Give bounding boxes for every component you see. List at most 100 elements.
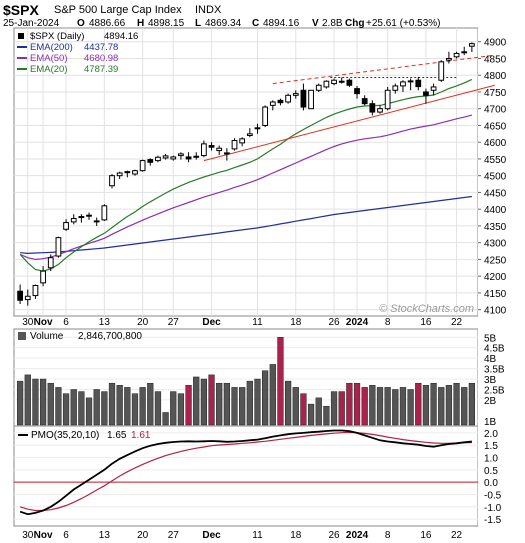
candle-body-up (323, 80, 330, 88)
high-label: H (137, 18, 144, 29)
volume-bar (346, 382, 353, 426)
candle (124, 170, 131, 178)
candle-body-up (331, 79, 337, 85)
volume-bar (323, 405, 330, 426)
candle (216, 145, 223, 155)
volume-bar (231, 387, 238, 426)
candle-body-up (216, 147, 223, 152)
volume-tick-label: 4B (484, 354, 497, 365)
open-value: 4886.66 (89, 18, 126, 29)
open-label: O (77, 18, 85, 29)
candle (47, 254, 54, 272)
candle-body-up (55, 237, 62, 257)
x-tick-label: 30 (22, 530, 34, 541)
candle (369, 100, 376, 116)
x-tick-label: Dec (202, 317, 221, 328)
candle (132, 169, 138, 176)
candle-body-up (377, 108, 383, 113)
pmo-tick-label: 1.5 (484, 441, 498, 452)
price-tick-label: 4150 (484, 289, 507, 300)
candle-body-up (139, 160, 146, 172)
volume-tick-label: 2.5B (484, 385, 505, 396)
candle (193, 152, 200, 160)
candle (292, 90, 299, 99)
candle-body-up (116, 172, 123, 177)
price-tick-label: 4350 (484, 222, 507, 233)
candle-body-up (269, 101, 276, 106)
volume-bar (116, 385, 123, 426)
volume-bar (415, 382, 422, 426)
candle-body-up (32, 285, 39, 297)
pmo-lines (19, 429, 472, 516)
price-gridlines (14, 28, 478, 316)
candle (178, 152, 184, 160)
volume-bar (430, 382, 437, 426)
volume-bar (407, 389, 414, 426)
x-tick-label: 6 (63, 317, 69, 328)
candle-body-up (162, 155, 169, 159)
candle (415, 76, 422, 91)
candle-body-down (277, 99, 284, 104)
volume-bar (223, 382, 230, 426)
volume-bar (208, 374, 215, 426)
volume-tick-label: 2B (484, 396, 497, 407)
pmo-legend-value: 1.65 (107, 430, 127, 441)
volume-bar (154, 391, 162, 426)
volume-bar (139, 387, 146, 426)
candle-body-up (400, 81, 406, 87)
symbol-title: $SPX (3, 2, 39, 18)
volume-tick-label: 4.5B (484, 344, 505, 355)
index-name: S&P 500 Large Cap Index (54, 4, 182, 16)
candle-body-up (438, 61, 445, 81)
x-tick-label: 13 (99, 317, 111, 328)
price-tick-label: 4200 (484, 272, 507, 283)
x-tick-label: Nov (34, 317, 53, 328)
candle-body-up (262, 106, 269, 126)
candle (285, 93, 291, 104)
candle-body-down (208, 145, 215, 148)
price-axis: 4100 4150 4200 4250 4300 4350 4400 4450 4500 4550… (478, 38, 507, 317)
legend-value: 4437.78 (84, 42, 118, 53)
volume-bar (47, 382, 54, 426)
volume-legend-label: Volume (30, 331, 64, 342)
candle (254, 123, 261, 134)
volume-bar (93, 389, 100, 426)
price-tick-label: 4850 (484, 54, 507, 65)
volume-short-value: 2.8B (322, 18, 343, 29)
trend-line (203, 84, 495, 162)
candle (147, 158, 154, 166)
volume-bar (307, 403, 315, 426)
x-tick-label: 16 (420, 317, 432, 328)
x-tick-label: Nov (34, 530, 53, 541)
candle-body-up (178, 153, 184, 157)
pmo-legend-label: PMO(35,20,10) (31, 430, 99, 441)
volume-bars (17, 337, 475, 426)
volume-legend-value: 2,846,700,800 (78, 331, 142, 342)
candle-body-up (292, 93, 299, 96)
candle (17, 284, 23, 304)
pmo-tick-label: 1.0 (484, 454, 498, 465)
ema50-line (19, 114, 473, 261)
legend-value: 4894.16 (104, 31, 138, 42)
price-tick-label: 4300 (484, 239, 507, 250)
candle (208, 142, 215, 151)
price-tick-label: 4650 (484, 121, 507, 132)
candle (239, 137, 246, 147)
volume-bar (24, 374, 31, 426)
candle-body-up (70, 218, 77, 223)
pmo-tick-label: -0.5 (484, 490, 502, 501)
volume-bar (131, 393, 139, 426)
volume-bar (70, 389, 77, 426)
legend-label: EMA(50) (30, 53, 67, 64)
candle (461, 46, 468, 56)
volume-tick-label: 5B (484, 333, 497, 344)
x-tick-label: 26 (328, 530, 340, 541)
candle (170, 155, 177, 161)
volume-legend-swatch (18, 332, 26, 340)
x-tick-label: 2024 (346, 317, 369, 328)
volume-bar (438, 387, 445, 426)
volume-bar (17, 380, 24, 426)
candle-body-up (101, 205, 108, 221)
